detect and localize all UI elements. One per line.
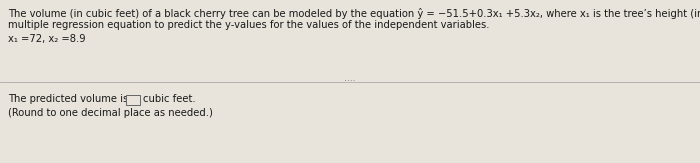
Text: multiple regression equation to predict the y-values for the values of the indep: multiple regression equation to predict … xyxy=(8,20,489,30)
Text: x₁ =72, x₂ =8.9: x₁ =72, x₂ =8.9 xyxy=(8,34,85,44)
Bar xyxy=(126,95,140,105)
Text: cubic feet.: cubic feet. xyxy=(143,94,195,104)
Text: The volume (in cubic feet) of a black cherry tree can be modeled by the equation: The volume (in cubic feet) of a black ch… xyxy=(8,8,700,19)
Text: The predicted volume is: The predicted volume is xyxy=(8,94,128,104)
Text: ....: .... xyxy=(344,74,356,83)
Text: (Round to one decimal place as needed.): (Round to one decimal place as needed.) xyxy=(8,108,213,118)
